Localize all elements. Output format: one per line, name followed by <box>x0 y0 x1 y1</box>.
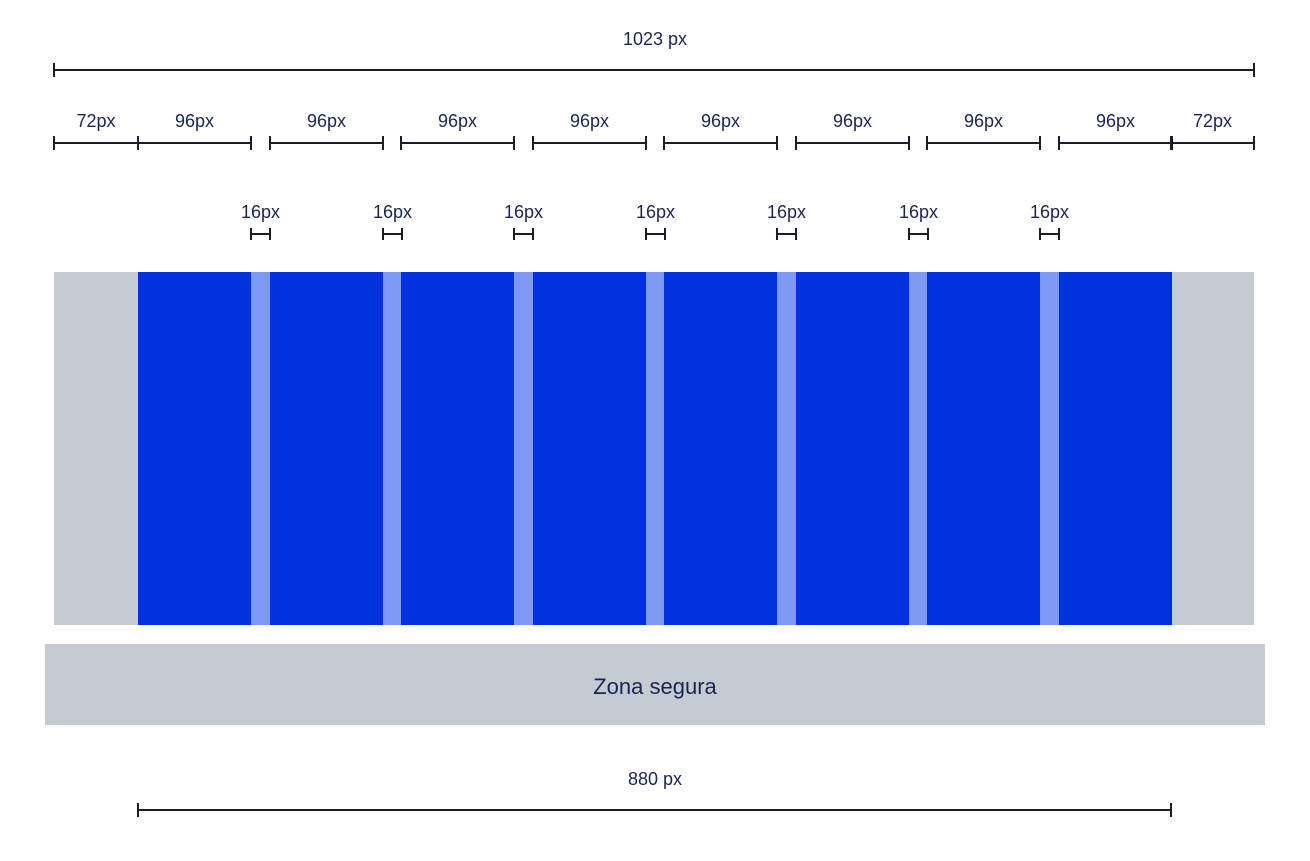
margin-measure-1: 72px <box>53 111 139 150</box>
column-width-label: 96px <box>570 111 609 131</box>
grid-gutter-5 <box>777 272 796 625</box>
gutter-measure-4: 16px <box>636 202 675 240</box>
gutter-width-label: 16px <box>899 202 938 222</box>
gutter-measure-2: 16px <box>373 202 412 240</box>
content-width-label: 880 px <box>628 769 682 789</box>
column-measure-7: 96px <box>795 111 910 150</box>
column-measure-6: 96px <box>663 111 778 150</box>
gutter-width-label: 16px <box>504 202 543 222</box>
margin-measure-10: 72px <box>1170 111 1255 150</box>
column-width-label: 96px <box>307 111 346 131</box>
total-width-label: 1023 px <box>623 29 687 49</box>
safe-zone: Zona segura <box>45 644 1265 725</box>
gutter-measure-3: 16px <box>504 202 543 240</box>
column-width-label: 96px <box>175 111 214 131</box>
safe-zone-bar <box>45 644 1265 725</box>
grid-column-2 <box>270 272 383 625</box>
grid-gutter-2 <box>383 272 402 625</box>
safe-zone-label: Zona segura <box>593 674 717 699</box>
gutter-width-label: 16px <box>767 202 806 222</box>
grid-column-6 <box>796 272 909 625</box>
gutter-measure-1: 16px <box>241 202 280 240</box>
column-measure-8: 96px <box>926 111 1041 150</box>
gutter-measure-6: 16px <box>899 202 938 240</box>
column-measure-3: 96px <box>269 111 384 150</box>
segment-measures: 72px 96px 96px 96px 96px 96px 96px 96px 96px 72px <box>53 111 1255 150</box>
grid-gutter-3 <box>514 272 533 625</box>
grid-column-3 <box>401 272 514 625</box>
gutter-width-label: 16px <box>241 202 280 222</box>
left-margin <box>54 272 138 625</box>
gutter-measures: 16px 16px 16px 16px 16px 16px 16px <box>241 202 1069 240</box>
grid-block <box>54 272 1254 625</box>
right-margin <box>1171 272 1254 625</box>
grid-column-1 <box>138 272 251 625</box>
column-width-label: 96px <box>438 111 477 131</box>
grid-column-8 <box>1059 272 1172 625</box>
grid-gutter-6 <box>909 272 928 625</box>
content-width-measure: 880 px <box>137 769 1172 817</box>
total-width-measure: 1023 px <box>53 29 1255 77</box>
grid-gutter-4 <box>646 272 665 625</box>
gutter-measure-7: 16px <box>1030 202 1069 240</box>
column-measure-5: 96px <box>532 111 647 150</box>
column-width-label: 96px <box>1096 111 1135 131</box>
gutter-width-label: 16px <box>373 202 412 222</box>
grid-gutter-1 <box>251 272 270 625</box>
gutter-width-label: 16px <box>1030 202 1069 222</box>
column-measure-9: 96px <box>1058 111 1173 150</box>
gutter-measure-5: 16px <box>767 202 806 240</box>
margin-width-label: 72px <box>1193 111 1232 131</box>
column-width-label: 96px <box>833 111 872 131</box>
grid-column-7 <box>927 272 1040 625</box>
column-width-label: 96px <box>964 111 1003 131</box>
grid-gutter-7 <box>1040 272 1059 625</box>
column-measure-2: 96px <box>137 111 252 150</box>
grid-column-4 <box>533 272 646 625</box>
grid-column-5 <box>664 272 777 625</box>
column-measure-4: 96px <box>400 111 515 150</box>
margin-width-label: 72px <box>76 111 115 131</box>
column-width-label: 96px <box>701 111 740 131</box>
gutter-width-label: 16px <box>636 202 675 222</box>
